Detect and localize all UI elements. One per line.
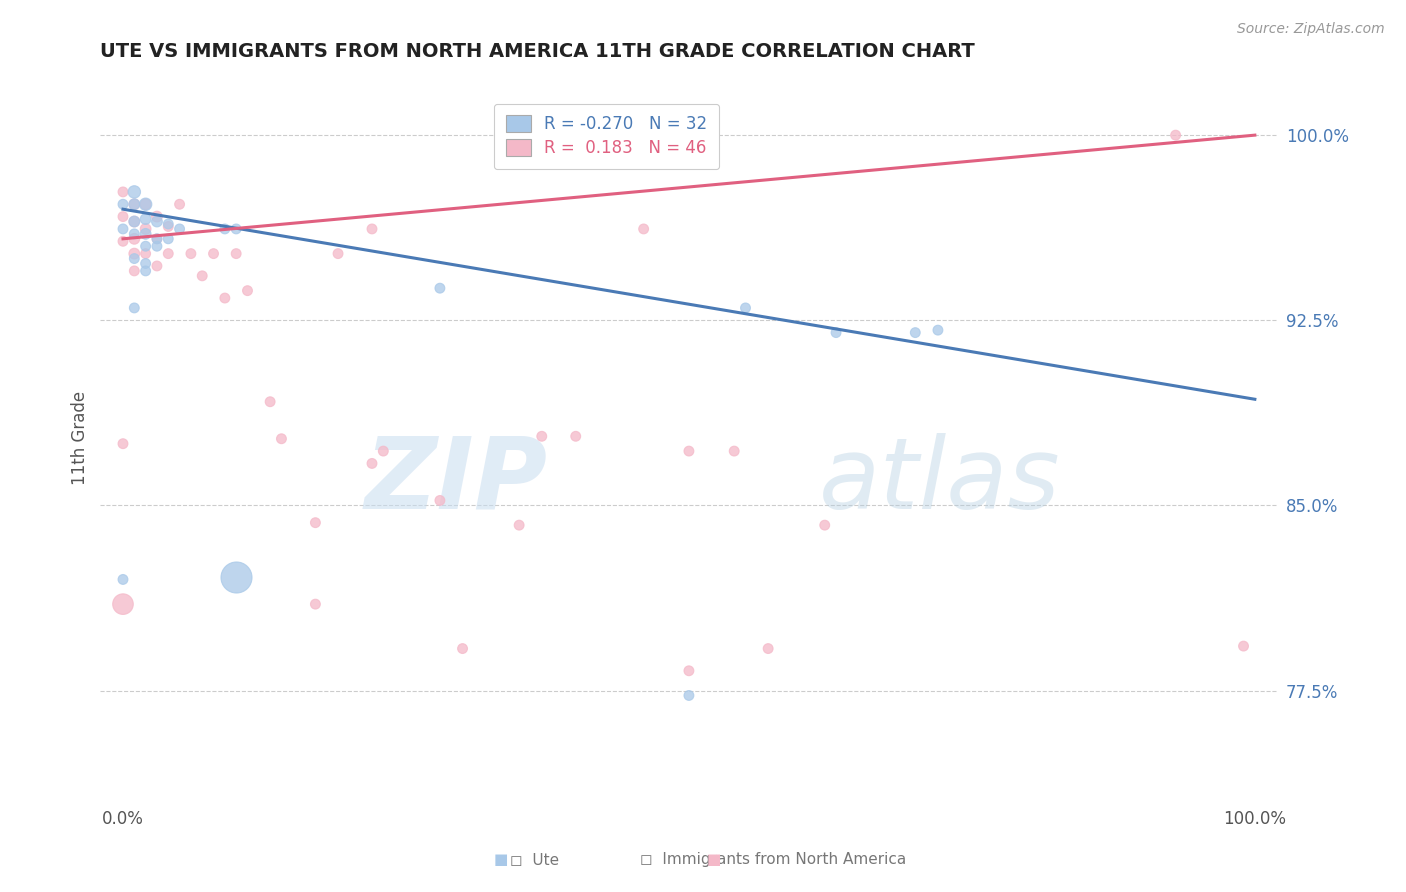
Point — [124, 185, 146, 199]
Point — [304, 516, 326, 530]
Point — [135, 256, 157, 270]
Text: UTE VS IMMIGRANTS FROM NORTH AMERICA 11TH GRADE CORRELATION CHART: UTE VS IMMIGRANTS FROM NORTH AMERICA 11T… — [100, 42, 976, 61]
Point — [111, 210, 134, 224]
Point — [146, 232, 169, 246]
Point — [157, 217, 180, 231]
Point — [146, 239, 169, 253]
Point — [111, 436, 134, 450]
Point — [326, 246, 349, 260]
Point — [135, 197, 157, 211]
Point — [202, 246, 225, 260]
Point — [270, 432, 292, 446]
Point — [508, 518, 530, 533]
Point — [157, 246, 180, 260]
Point — [451, 641, 474, 656]
Point — [157, 232, 180, 246]
Text: ■: ■ — [494, 852, 508, 867]
Legend: R = -0.270   N = 32, R =  0.183   N = 46: R = -0.270 N = 32, R = 0.183 N = 46 — [494, 103, 718, 169]
Point — [225, 246, 247, 260]
Point — [124, 227, 146, 241]
Point — [825, 326, 848, 340]
Point — [146, 210, 169, 224]
Point — [564, 429, 586, 443]
Text: atlas: atlas — [818, 433, 1060, 530]
Point — [530, 429, 553, 443]
Point — [259, 394, 281, 409]
Point — [814, 518, 837, 533]
Point — [124, 214, 146, 228]
Text: ■: ■ — [707, 852, 721, 867]
Point — [146, 259, 169, 273]
Text: ◻  Ute: ◻ Ute — [510, 852, 558, 867]
Text: ◻  Immigrants from North America: ◻ Immigrants from North America — [640, 852, 907, 867]
Point — [135, 264, 157, 278]
Point — [361, 457, 384, 471]
Point — [169, 197, 191, 211]
Point — [111, 222, 134, 236]
Text: Source: ZipAtlas.com: Source: ZipAtlas.com — [1237, 22, 1385, 37]
Point — [111, 234, 134, 248]
Point — [111, 597, 134, 611]
Point — [904, 326, 927, 340]
Y-axis label: 11th Grade: 11th Grade — [72, 391, 89, 484]
Point — [124, 246, 146, 260]
Point — [157, 219, 180, 234]
Point — [304, 597, 326, 611]
Point — [124, 197, 146, 211]
Point — [124, 252, 146, 266]
Point — [124, 301, 146, 315]
Point — [678, 689, 700, 703]
Point — [723, 444, 745, 458]
Point — [135, 246, 157, 260]
Point — [111, 573, 134, 587]
Point — [124, 264, 146, 278]
Point — [214, 291, 236, 305]
Point — [373, 444, 395, 458]
Point — [678, 444, 700, 458]
Point — [169, 222, 191, 236]
Point — [361, 222, 384, 236]
Point — [236, 284, 259, 298]
Point — [191, 268, 214, 283]
Text: ZIP: ZIP — [364, 433, 548, 530]
Point — [1164, 128, 1187, 142]
Point — [124, 214, 146, 228]
Point — [146, 214, 169, 228]
Point — [429, 281, 451, 295]
Point — [756, 641, 779, 656]
Point — [429, 493, 451, 508]
Point — [124, 232, 146, 246]
Point — [225, 570, 247, 584]
Point — [146, 232, 169, 246]
Point — [225, 222, 247, 236]
Point — [180, 246, 202, 260]
Point — [111, 185, 134, 199]
Point — [1232, 639, 1254, 653]
Point — [135, 212, 157, 227]
Point — [135, 222, 157, 236]
Point — [927, 323, 949, 337]
Point — [734, 301, 756, 315]
Point — [111, 197, 134, 211]
Point — [214, 222, 236, 236]
Point — [135, 227, 157, 241]
Point — [124, 197, 146, 211]
Point — [678, 664, 700, 678]
Point — [633, 222, 655, 236]
Point — [135, 197, 157, 211]
Point — [135, 239, 157, 253]
